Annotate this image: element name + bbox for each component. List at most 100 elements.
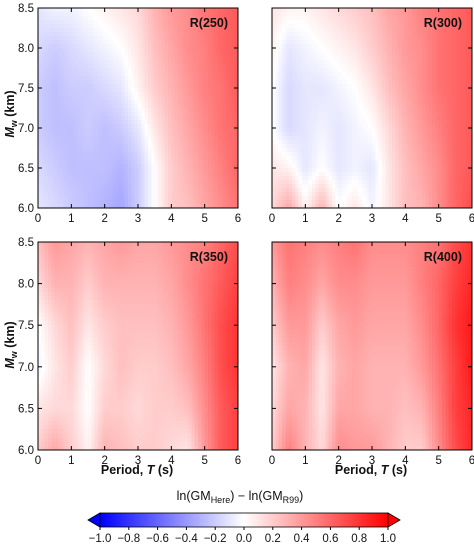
heatmap-cell	[98, 68, 102, 73]
heatmap-cell	[358, 8, 363, 13]
heatmap-cell	[302, 152, 306, 157]
heatmap-cell	[305, 120, 310, 125]
heatmap-cell	[98, 184, 102, 189]
heatmap-cell	[302, 28, 306, 33]
heatmap-cell	[234, 200, 239, 205]
heatmap-cell	[312, 164, 316, 169]
heatmap-cell	[228, 180, 232, 185]
heatmap-cell	[345, 116, 350, 121]
heatmap-cell	[338, 24, 343, 29]
heatmap-cell	[108, 48, 112, 53]
heatmap-cell	[194, 140, 199, 145]
heatmap-cell	[328, 48, 333, 53]
heatmap-cell	[74, 88, 79, 93]
heatmap-cell	[325, 80, 330, 85]
heatmap-cell	[108, 144, 112, 149]
heatmap-cell	[174, 164, 179, 169]
heatmap-cell	[178, 72, 182, 77]
heatmap-cell	[348, 16, 353, 21]
heatmap-cell	[91, 152, 96, 157]
heatmap-cell	[211, 108, 216, 113]
heatmap-cell	[151, 64, 156, 69]
heatmap-cell	[54, 28, 59, 33]
heatmap-cell	[181, 196, 186, 201]
heatmap-cell	[184, 180, 189, 185]
heatmap-cell	[201, 136, 206, 141]
heatmap-cell	[315, 96, 320, 101]
heatmap-cell	[231, 96, 236, 101]
heatmap-cell	[275, 180, 280, 185]
heatmap-cell	[128, 148, 132, 153]
heatmap-cell	[144, 104, 149, 109]
heatmap-cell	[335, 48, 340, 53]
heatmap-cell	[332, 56, 336, 61]
heatmap-cell	[358, 64, 363, 69]
heatmap-cell	[342, 148, 346, 153]
heatmap-cell	[141, 24, 146, 29]
heatmap-cell	[164, 156, 169, 161]
heatmap-cell	[104, 140, 109, 145]
heatmap-cell	[355, 136, 360, 141]
heatmap-cell	[295, 188, 300, 193]
heatmap-cell	[64, 160, 69, 165]
heatmap-cell	[221, 188, 226, 193]
heatmap-cell	[224, 200, 229, 205]
heatmap-cell	[134, 96, 139, 101]
heatmap-cell	[84, 164, 89, 169]
heatmap-cell	[124, 152, 129, 157]
heatmap-cell	[295, 144, 300, 149]
heatmap-cell	[74, 176, 79, 181]
heatmap-cell	[168, 140, 172, 145]
heatmap-cell	[335, 68, 340, 73]
heatmap-cell	[204, 84, 209, 89]
heatmap-cell	[308, 204, 313, 209]
heatmap-cell	[298, 192, 303, 197]
heatmap-cell	[315, 140, 320, 145]
heatmap-cell	[84, 112, 89, 117]
heatmap-cell	[71, 28, 76, 33]
heatmap-cell	[295, 68, 300, 73]
heatmap-cell	[388, 168, 393, 173]
heatmap-cell	[114, 156, 119, 161]
heatmap-cell	[348, 88, 353, 93]
heatmap-cell	[214, 152, 219, 157]
heatmap-cell	[198, 168, 202, 173]
heatmap-cell	[358, 204, 363, 209]
heatmap-cell	[298, 84, 303, 89]
heatmap-cell	[161, 44, 166, 49]
heatmap-cell	[184, 144, 189, 149]
heatmap-cell	[68, 52, 72, 57]
heatmap-cell	[48, 200, 52, 205]
heatmap-cell	[282, 64, 286, 69]
heatmap-cell	[98, 104, 102, 109]
heatmap-cell	[211, 140, 216, 145]
heatmap-cell	[338, 80, 343, 85]
heatmap-cell	[398, 96, 403, 101]
heatmap-cell	[368, 136, 373, 141]
heatmap-cell	[224, 40, 229, 45]
heatmap-cell	[108, 84, 112, 89]
heatmap-cell	[84, 120, 89, 125]
heatmap-cell	[231, 156, 236, 161]
heatmap-cell	[171, 28, 176, 33]
heatmap-cell	[315, 68, 320, 73]
heatmap-cell	[38, 24, 42, 29]
heatmap-cell	[38, 112, 42, 117]
heatmap-cell	[201, 24, 206, 29]
heatmap-cell	[51, 56, 56, 61]
heatmap-cell	[158, 132, 162, 137]
heatmap-cell	[138, 112, 142, 117]
heatmap-cell	[378, 128, 383, 133]
heatmap-cell	[114, 32, 119, 37]
heatmap-cell	[325, 76, 330, 81]
heatmap-cell	[44, 132, 49, 137]
heatmap-cell	[282, 88, 286, 93]
heatmap-cell	[124, 92, 129, 97]
heatmap-cell	[224, 132, 229, 137]
heatmap-cell	[318, 144, 323, 149]
heatmap-cell	[78, 152, 82, 157]
heatmap-cell	[38, 52, 42, 57]
heatmap-cell	[328, 112, 333, 117]
heatmap-cell	[111, 76, 116, 81]
heatmap-cell	[191, 8, 196, 13]
